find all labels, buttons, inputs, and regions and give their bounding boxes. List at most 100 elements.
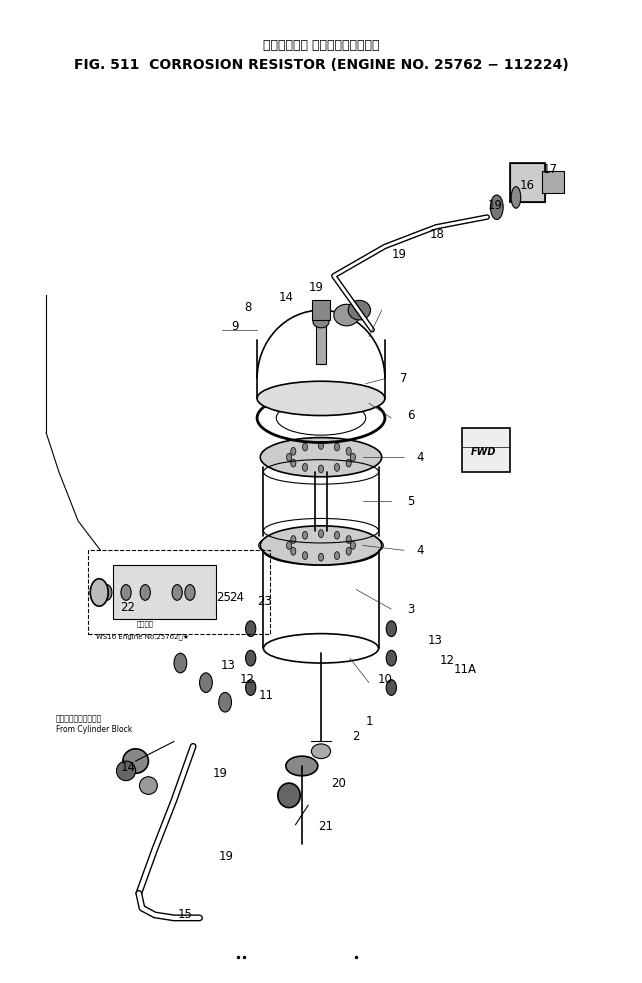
Ellipse shape (490, 195, 503, 219)
Text: 9: 9 (231, 320, 238, 333)
Circle shape (174, 654, 187, 672)
Text: FWD: FWD (471, 447, 497, 457)
Bar (510, 163, 544, 202)
Circle shape (334, 531, 340, 539)
Circle shape (318, 441, 324, 449)
Text: 13: 13 (428, 634, 442, 647)
Text: From Cylinder Block: From Cylinder Block (56, 724, 132, 733)
Text: 4: 4 (416, 450, 424, 464)
Circle shape (351, 453, 356, 461)
Circle shape (121, 585, 131, 601)
Circle shape (302, 463, 308, 471)
Text: 10: 10 (377, 673, 392, 686)
Text: 7: 7 (401, 373, 408, 385)
Text: 19: 19 (487, 199, 503, 211)
Bar (88, 550, 270, 634)
Circle shape (346, 536, 351, 544)
Text: 14: 14 (121, 762, 135, 775)
Circle shape (318, 465, 324, 473)
Circle shape (351, 542, 356, 549)
Text: 4: 4 (416, 544, 424, 556)
Text: 5: 5 (407, 494, 414, 508)
Text: 19: 19 (308, 281, 324, 294)
Text: 25: 25 (216, 591, 231, 604)
Text: 3: 3 (407, 603, 414, 615)
Text: 19: 19 (213, 768, 227, 781)
Circle shape (185, 585, 195, 601)
Circle shape (386, 621, 396, 637)
Text: 12: 12 (440, 654, 455, 666)
Text: 2: 2 (352, 730, 360, 743)
Text: 6: 6 (407, 409, 414, 422)
Bar (316, 319, 326, 364)
Circle shape (318, 553, 324, 561)
Ellipse shape (123, 749, 148, 774)
Text: 適用号等: 適用号等 (137, 621, 153, 627)
Circle shape (346, 459, 351, 467)
Text: 11: 11 (259, 689, 274, 702)
Circle shape (172, 585, 182, 601)
Bar (312, 301, 330, 319)
Bar (462, 428, 510, 472)
Ellipse shape (334, 305, 360, 325)
Circle shape (291, 536, 296, 544)
Circle shape (291, 548, 296, 555)
Circle shape (386, 679, 396, 695)
Text: 8: 8 (244, 301, 251, 314)
Circle shape (286, 453, 291, 461)
Text: 12: 12 (240, 673, 255, 686)
Text: 24: 24 (229, 591, 244, 604)
Circle shape (246, 621, 256, 637)
Ellipse shape (260, 526, 382, 565)
Text: 11A: 11A (453, 664, 476, 676)
Circle shape (302, 443, 308, 451)
Circle shape (246, 679, 256, 695)
Circle shape (291, 447, 296, 455)
Circle shape (140, 585, 150, 601)
Text: コロージョン レジスタ　適用号等: コロージョン レジスタ 適用号等 (263, 39, 379, 52)
Text: 15: 15 (178, 908, 193, 921)
Text: 18: 18 (430, 228, 445, 241)
Circle shape (334, 443, 340, 451)
Text: 23: 23 (257, 595, 272, 607)
Circle shape (219, 692, 232, 712)
Ellipse shape (278, 783, 300, 808)
Text: 1: 1 (365, 716, 373, 728)
Ellipse shape (116, 761, 135, 781)
Ellipse shape (257, 381, 385, 416)
Text: WS16 Engine No.25762～★: WS16 Engine No.25762～★ (96, 633, 189, 640)
Bar (542, 171, 564, 193)
Bar (510, 163, 544, 202)
Circle shape (334, 463, 340, 471)
Circle shape (318, 530, 324, 538)
Bar (113, 565, 216, 619)
Circle shape (302, 551, 308, 559)
Text: 14: 14 (279, 291, 293, 304)
Circle shape (91, 579, 108, 607)
Text: 22: 22 (121, 601, 135, 613)
Text: 20: 20 (331, 778, 346, 790)
Ellipse shape (311, 744, 331, 759)
Text: 19: 19 (392, 248, 406, 260)
Text: 19: 19 (219, 849, 234, 863)
Ellipse shape (286, 756, 318, 776)
Ellipse shape (348, 301, 370, 319)
Circle shape (291, 459, 296, 467)
Ellipse shape (260, 437, 382, 477)
Text: 21: 21 (318, 820, 334, 834)
Text: 16: 16 (519, 179, 534, 192)
Text: 17: 17 (542, 163, 557, 177)
Text: 13: 13 (221, 660, 236, 672)
Circle shape (286, 542, 291, 549)
Ellipse shape (313, 317, 329, 327)
Circle shape (200, 672, 213, 692)
Circle shape (386, 651, 396, 665)
Circle shape (302, 531, 308, 539)
Circle shape (246, 651, 256, 665)
Circle shape (346, 447, 351, 455)
Circle shape (101, 585, 112, 601)
Ellipse shape (511, 187, 521, 208)
Text: FIG. 511  CORROSION RESISTOR (ENGINE NO. 25762 − 112224): FIG. 511 CORROSION RESISTOR (ENGINE NO. … (74, 58, 568, 72)
Circle shape (334, 551, 340, 559)
Ellipse shape (139, 777, 157, 794)
